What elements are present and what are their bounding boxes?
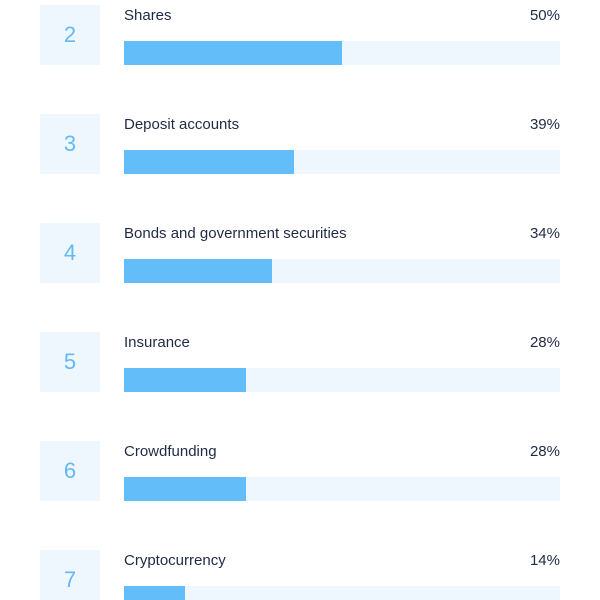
chart-row: 2 Shares 50%	[0, 5, 600, 65]
bar-track	[124, 259, 560, 283]
rank-number: 7	[40, 550, 100, 600]
value-label: 28%	[529, 443, 560, 460]
bar	[124, 150, 295, 174]
bar	[124, 41, 342, 65]
bar-track	[124, 477, 560, 501]
category-label: Cryptocurrency	[124, 552, 226, 569]
bar	[124, 586, 186, 600]
value-label: 50%	[529, 7, 560, 24]
value-label: 34%	[529, 225, 560, 242]
rank-number: 2	[40, 5, 100, 65]
chart-row: 5 Insurance 28%	[0, 332, 600, 392]
category-label: Deposit accounts	[124, 116, 240, 133]
value-label: 39%	[529, 116, 560, 133]
category-label: Bonds and government securities	[124, 225, 347, 242]
chart-row: 3 Deposit accounts 39%	[0, 114, 600, 174]
bar	[124, 259, 273, 283]
value-label: 28%	[529, 334, 560, 351]
chart-row: 7 Cryptocurrency 14%	[0, 550, 600, 600]
chart-row: 6 Crowdfunding 28%	[0, 441, 600, 501]
rank-number: 4	[40, 223, 100, 283]
bar	[124, 368, 247, 392]
value-label: 14%	[529, 552, 560, 569]
chart-row: 4 Bonds and government securities 34%	[0, 223, 600, 283]
bar	[124, 477, 247, 501]
category-label: Shares	[124, 7, 172, 24]
rank-number: 6	[40, 441, 100, 501]
rank-number: 3	[40, 114, 100, 174]
bar-track	[124, 150, 560, 174]
category-label: Insurance	[124, 334, 190, 351]
rank-number: 5	[40, 332, 100, 392]
bar-track	[124, 41, 560, 65]
bar-track	[124, 368, 560, 392]
category-label: Crowdfunding	[124, 443, 217, 460]
bar-track	[124, 586, 560, 600]
